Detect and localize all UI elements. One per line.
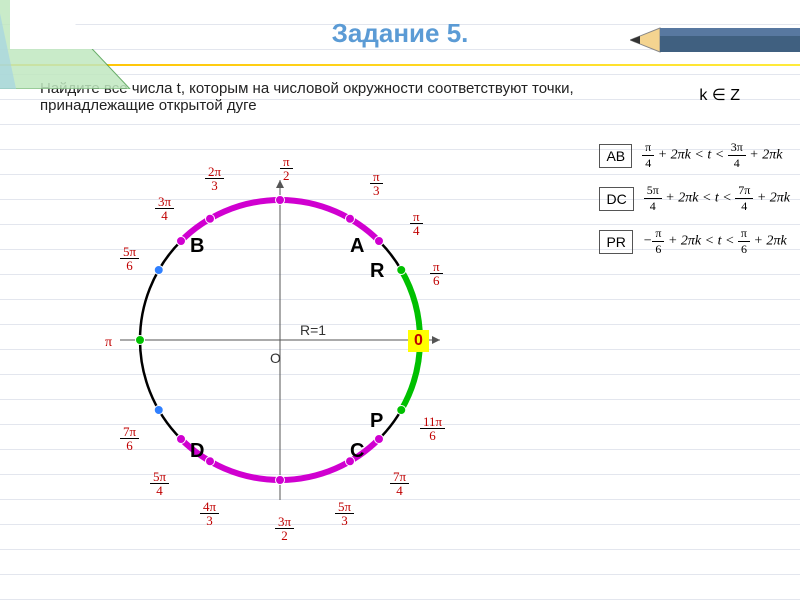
point-letter: A: [350, 235, 364, 258]
pencil-decoration: [630, 10, 800, 70]
angle-label: 4π3: [200, 500, 219, 527]
angle-label: π2: [280, 155, 293, 182]
angle-label: 2π3: [205, 165, 224, 192]
point-letter: R: [370, 260, 384, 283]
angle-label: π4: [410, 210, 423, 237]
point-letter: D: [190, 440, 204, 463]
answer-row: PR −π6 + 2πk < t < π6 + 2πk: [599, 226, 790, 257]
angle-label: 7π4: [390, 470, 409, 497]
angle-label: π: [105, 335, 112, 351]
angle-label: π6: [430, 260, 443, 287]
angle-label: 3π2: [275, 515, 294, 542]
point-letter: C: [350, 440, 364, 463]
inequality: −π6 + 2πk < t < π6 + 2πk: [643, 226, 787, 257]
angle-label: 3π4: [155, 195, 174, 222]
angle-label: 5π3: [335, 500, 354, 527]
arc-tag: DC: [599, 187, 633, 211]
problem-text: Найдите все числа t, которым на числовой…: [40, 80, 580, 114]
answer-row: AB π4 + 2πk < t < 3π4 + 2πk: [599, 140, 790, 171]
point-letter: P: [370, 410, 383, 433]
arc-tag: AB: [599, 144, 632, 168]
unit-circle-diagram: 0 O R=1 π6π4π3π22π33π45π6π7π65π44π33π25π…: [90, 150, 470, 530]
answers-block: AB π4 + 2πk < t < 3π4 + 2πk DC 5π4 + 2πk < …: [599, 140, 790, 269]
k-note: k ∈ Z: [699, 85, 740, 105]
point-letter: B: [190, 235, 204, 258]
inequality: π4 + 2πk < t < 3π4 + 2πk: [642, 140, 782, 171]
answer-row: DC 5π4 + 2πk < t < 7π4 + 2πk: [599, 183, 790, 214]
angle-label: 11π6: [420, 415, 445, 442]
origin-label: O: [270, 350, 281, 366]
inequality: 5π4 + 2πk < t < 7π4 + 2πk: [644, 183, 790, 214]
radius-label: R=1: [300, 322, 326, 338]
angle-label: 5π6: [120, 245, 139, 272]
angle-label: 5π4: [150, 470, 169, 497]
arc-tag: PR: [599, 230, 632, 254]
zero-marker: 0: [408, 330, 429, 352]
angle-label: π3: [370, 170, 383, 197]
angle-label: 7π6: [120, 425, 139, 452]
